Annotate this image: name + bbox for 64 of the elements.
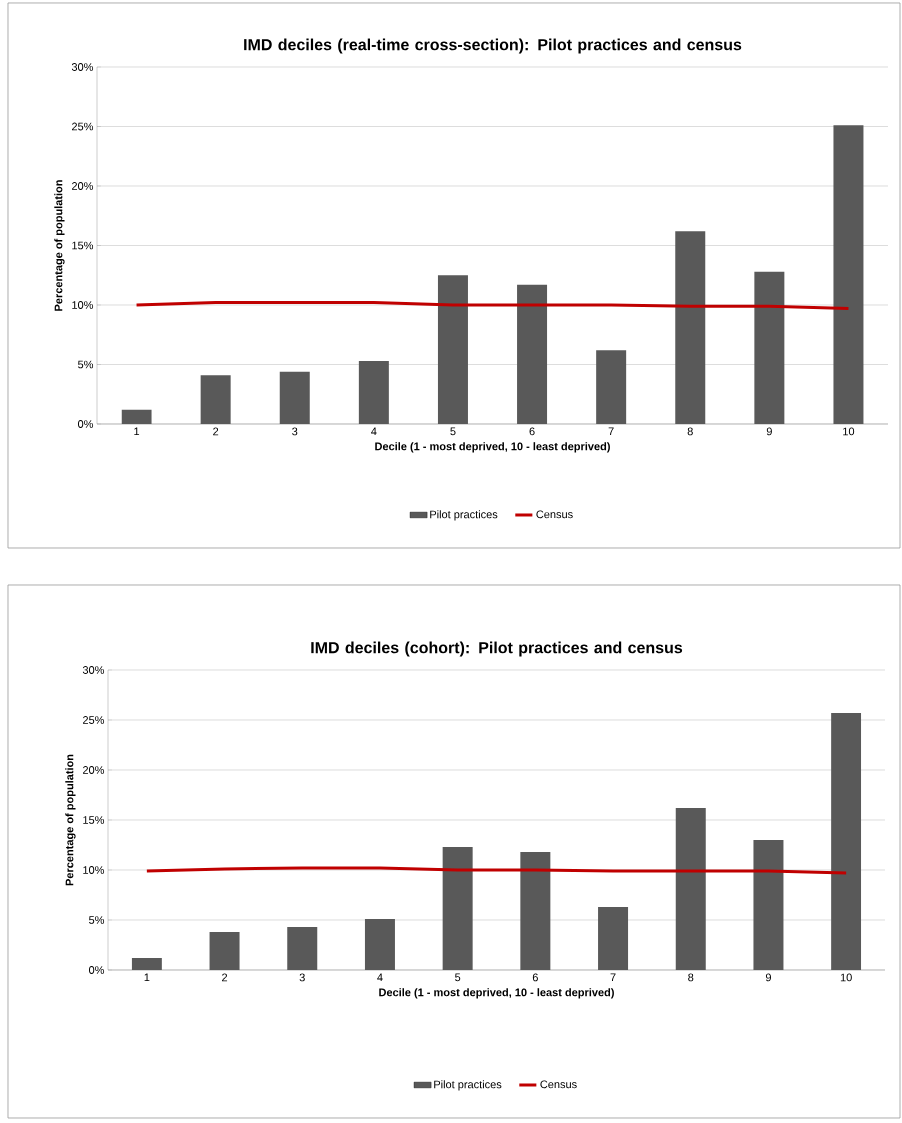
x-tick-label: 2 xyxy=(222,973,228,982)
bar xyxy=(437,275,468,424)
bar xyxy=(596,350,627,424)
legend-label: Census xyxy=(540,1080,577,1089)
bar xyxy=(520,852,551,970)
bar xyxy=(209,932,240,970)
y-tick-label: 5% xyxy=(78,360,94,369)
y-tick-label: 20% xyxy=(72,182,94,190)
legend-label: Pilot practices xyxy=(430,510,498,521)
x-tick-label: 7 xyxy=(610,973,616,982)
bar xyxy=(754,271,785,424)
x-tick-label: 5 xyxy=(450,427,456,436)
bar xyxy=(358,360,389,424)
y-axis-title: Percentage of population xyxy=(54,180,65,311)
bar xyxy=(131,958,162,970)
y-tick-label: 30% xyxy=(71,63,94,71)
y-tick-label: 10% xyxy=(83,866,105,874)
chart-title: IMD deciles (real-time cross-section): Pilot practices and census xyxy=(244,38,742,54)
x-tick-label: 8 xyxy=(688,973,694,982)
y-tick-label: 15% xyxy=(72,241,94,250)
y-tick-label: 25% xyxy=(72,122,94,131)
x-tick-label: 9 xyxy=(765,973,771,982)
x-tick-label: 9 xyxy=(766,427,772,436)
bar xyxy=(831,712,862,970)
x-tick-label: 3 xyxy=(292,427,298,436)
x-axis-title: Decile (1 - most deprived, 10 - least deprived) xyxy=(379,988,614,999)
bar xyxy=(833,125,864,424)
legend-label: Census xyxy=(536,510,573,519)
x-tick-label: 6 xyxy=(529,427,535,436)
x-axis-title: Decile (1 - most deprived, 10 - least deprived) xyxy=(375,442,610,453)
y-tick-label: 25% xyxy=(83,716,105,724)
y-tick-label: 20% xyxy=(83,766,105,774)
x-tick-label: 6 xyxy=(532,973,538,982)
bar xyxy=(753,840,784,970)
bar xyxy=(442,846,473,970)
bar xyxy=(121,409,152,424)
x-tick-label: 8 xyxy=(687,427,693,436)
bar xyxy=(364,919,395,970)
bar xyxy=(598,907,629,970)
bar xyxy=(279,371,310,424)
x-tick-label: 1 xyxy=(134,427,140,436)
x-tick-label: 4 xyxy=(371,427,377,436)
y-tick-label: 0% xyxy=(88,966,105,974)
x-tick-label: 10 xyxy=(840,973,852,982)
bar xyxy=(517,284,548,424)
y-axis-title: Percentage of population xyxy=(65,754,76,886)
bar xyxy=(287,927,318,970)
x-tick-label: 3 xyxy=(299,973,305,982)
chart-title: IMD deciles (cohort): Pilot practices and census xyxy=(311,641,683,657)
x-tick-label: 7 xyxy=(608,427,614,436)
legend-label: Pilot practices xyxy=(434,1080,502,1091)
x-tick-label: 5 xyxy=(455,973,461,982)
x-tick-label: 2 xyxy=(213,427,219,436)
bar xyxy=(675,808,706,970)
y-tick-label: 5% xyxy=(89,916,105,924)
y-tick-label: 30% xyxy=(82,666,105,674)
x-tick-label: 1 xyxy=(144,973,150,982)
x-tick-label: 10 xyxy=(843,427,855,436)
y-tick-label: 15% xyxy=(83,816,105,824)
y-tick-label: 10% xyxy=(72,301,94,309)
y-tick-label: 0% xyxy=(77,420,94,428)
x-tick-label: 4 xyxy=(377,973,383,982)
bar xyxy=(200,375,231,424)
bar xyxy=(675,231,706,424)
